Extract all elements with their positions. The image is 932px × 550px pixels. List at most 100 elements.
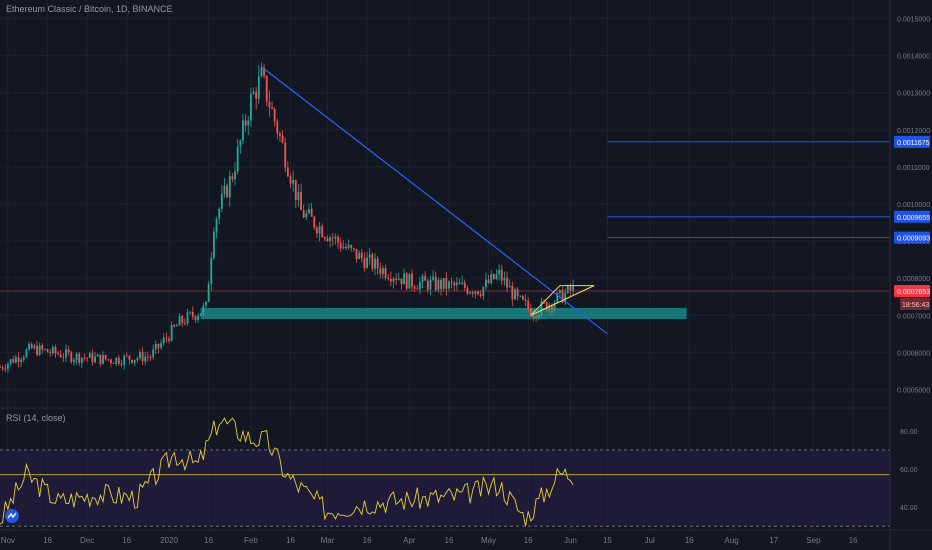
candle-body (384, 267, 387, 278)
candle-body (146, 356, 149, 358)
candle-body (255, 91, 258, 99)
candle-body (75, 353, 78, 360)
rsi-tick-label: 60.00 (900, 467, 918, 474)
candle-body (247, 120, 250, 126)
candle-body (411, 273, 413, 287)
candle-body (86, 357, 89, 359)
tradingview-logo-icon[interactable] (5, 509, 19, 523)
candle-body (448, 281, 450, 289)
support-zone[interactable] (200, 307, 687, 319)
candle-body (194, 316, 197, 320)
candle-body (376, 258, 379, 269)
time-tick-label: 16 (43, 536, 52, 545)
drawing-tools[interactable] (0, 66, 890, 335)
candle-body (80, 357, 83, 363)
candle-body (231, 176, 234, 180)
candle-body (424, 275, 427, 281)
candle-body (450, 281, 453, 283)
candle-body (310, 209, 313, 217)
candlestick-series (0, 62, 575, 374)
candle-body (527, 300, 530, 309)
candle-body (315, 227, 318, 234)
candle-body (88, 352, 91, 358)
candle-body (537, 314, 540, 318)
bar-countdown-label: 18:56:43 (902, 302, 929, 309)
triangle-support-line[interactable] (530, 285, 595, 316)
candle-body (355, 249, 358, 260)
candle-body (104, 355, 107, 360)
candle-body (308, 209, 310, 214)
candle-body (352, 248, 355, 250)
time-tick-label: 16 (849, 536, 858, 545)
candle-body (202, 305, 205, 314)
time-tick-label: 16 (363, 536, 372, 545)
candle-body (458, 282, 461, 285)
candle-body (558, 289, 561, 294)
rsi-axis[interactable]: 40.00 60.00 80.00 (900, 429, 918, 512)
candle-body (115, 357, 118, 364)
candle-body (160, 343, 163, 348)
rsi-line (0, 417, 574, 527)
candle-body (36, 345, 38, 355)
candle-body (38, 345, 41, 355)
candle-body (366, 257, 369, 269)
time-tick-label: 16 (122, 536, 131, 545)
candle-body (281, 135, 284, 143)
candle-body (17, 357, 20, 362)
candle-body (28, 344, 30, 350)
candle-body (284, 142, 287, 168)
candle-body (318, 226, 321, 234)
candle-body (482, 287, 485, 296)
candle-body (479, 294, 482, 296)
candle-body (51, 346, 54, 354)
candle-body (207, 283, 210, 302)
candle-body (99, 354, 102, 364)
candle-body (220, 193, 223, 209)
candle-body (0, 367, 1, 368)
candle-body (387, 277, 390, 279)
current-price-label-bg (894, 285, 930, 298)
time-tick-label: 16 (524, 536, 533, 545)
candle-body (405, 273, 408, 289)
rsi-title: RSI (14, close) (6, 413, 66, 423)
candle-body (455, 282, 458, 286)
descending-trendline[interactable] (261, 66, 608, 335)
candle-body (514, 289, 516, 300)
candle-body (508, 286, 511, 288)
candle-body (519, 295, 522, 297)
candle-body (94, 356, 96, 363)
candle-body (564, 292, 567, 303)
candle-body (152, 349, 155, 358)
candle-body (561, 289, 564, 303)
candle-body (33, 345, 36, 349)
candle-body (165, 337, 168, 339)
candle-body (440, 279, 442, 290)
candle-body (62, 357, 65, 359)
target-price-label-bg (894, 210, 930, 223)
candle-body (212, 231, 215, 258)
time-tick-label: 17 (769, 536, 778, 545)
candle-body (545, 302, 548, 311)
candle-body (292, 179, 295, 184)
candle-body (96, 354, 99, 357)
candle-body (389, 278, 392, 282)
candle-body (342, 246, 345, 249)
candle-body (226, 185, 229, 198)
candle-body (57, 353, 60, 355)
candle-body (363, 258, 366, 269)
candle-body (22, 357, 25, 360)
candle-body (511, 286, 514, 300)
rsi-band-fill (0, 449, 890, 527)
price-tick-label: 0.0014000 (897, 54, 930, 61)
candle-body (413, 286, 416, 289)
candle-body (395, 278, 398, 281)
candle-body (46, 349, 49, 353)
time-tick-label: Feb (244, 536, 258, 545)
candle-body (572, 285, 575, 291)
target-price-label: 0.0011675 (897, 140, 930, 147)
candle-body (297, 191, 300, 200)
candle-body (358, 252, 361, 260)
candle-body (154, 343, 157, 350)
time-axis[interactable]: Nov 16 Dec 16 2020 16 Feb 16 Mar 16 Apr 16 May 16 Jun 1… (1, 536, 858, 545)
